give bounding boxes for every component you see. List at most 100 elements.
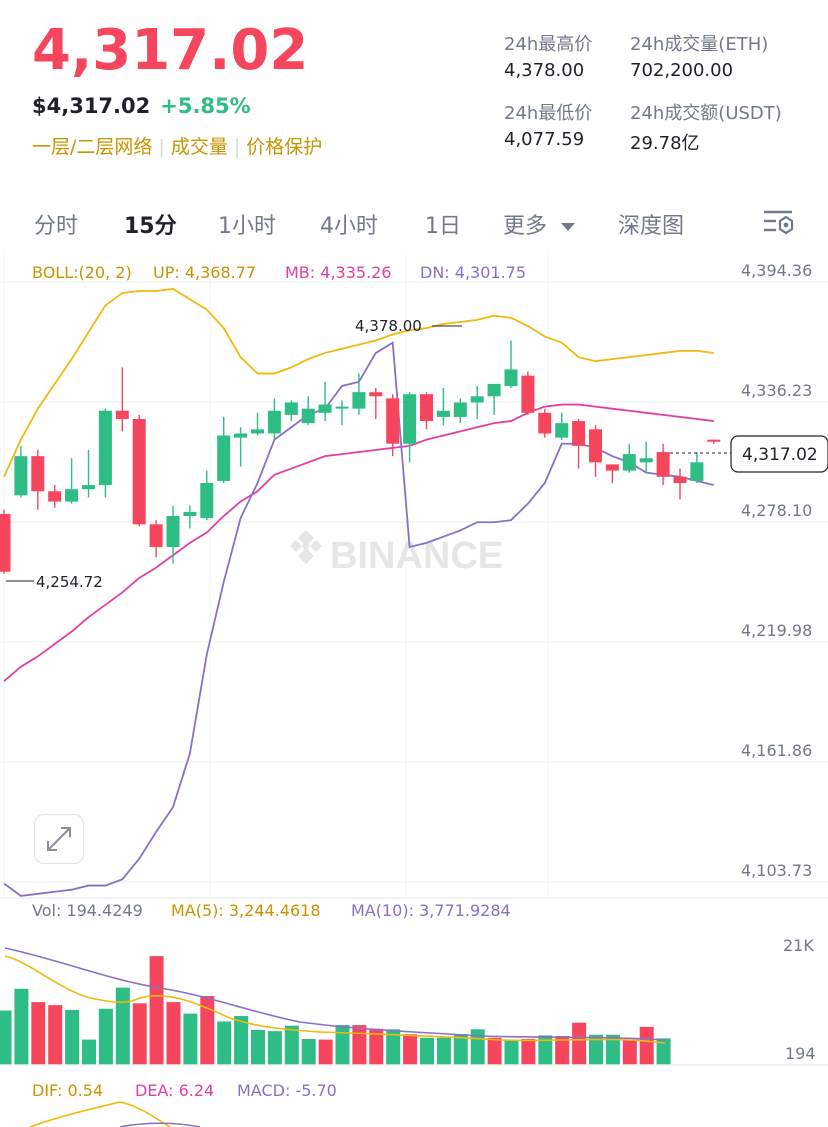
candle (453, 398, 467, 424)
vol-ma5-legend: MA(5): 3,244.4618 (171, 901, 321, 920)
volume-bar (98, 1008, 113, 1065)
candle-body (555, 423, 569, 438)
candle (132, 414, 146, 527)
tag-volume[interactable]: 成交量 (170, 136, 228, 158)
boll-legend-up: UP: 4,368.77 (153, 263, 256, 282)
low-marker: 4,254.72 (6, 573, 103, 591)
candle (0, 509, 11, 574)
expand-icon (47, 827, 71, 851)
binance-logo-icon (290, 530, 322, 564)
candle-body (234, 433, 248, 438)
boll-legend-label: BOLL:(20, 2) (32, 263, 132, 282)
candle (504, 340, 518, 389)
volume-bar (656, 1038, 671, 1065)
candle-body (622, 454, 636, 471)
candle-body (605, 464, 619, 471)
fullscreen-button[interactable] (34, 814, 84, 864)
candle-body (656, 452, 670, 477)
tag-row: 一层/二层网络 | 成交量 | 价格保护 (32, 132, 322, 159)
boll-up-line (3, 288, 714, 478)
tab-depth-chart[interactable]: 深度图 (618, 214, 685, 239)
candle (707, 439, 721, 444)
candle (234, 427, 248, 467)
candle (420, 392, 433, 430)
usd-price: $4,317.02 (32, 94, 151, 118)
vol-tick-top: 21K (783, 936, 814, 955)
candle (318, 381, 332, 422)
high-marker-label: 4,378.00 (355, 317, 422, 335)
macd-dif-line (29, 1101, 171, 1127)
watermark-text: BINANCE (330, 535, 503, 577)
volume-bar (369, 1028, 384, 1065)
stat-high-label: 24h最高价 (504, 34, 593, 55)
tab-15m[interactable]: 15分 (124, 214, 177, 239)
candle-body (82, 485, 95, 490)
y-tick-label: 4,394.36 (741, 261, 812, 280)
candle-body (487, 383, 501, 397)
tab-timeline[interactable]: 分时 (34, 214, 79, 239)
vol-ma5-line (4, 955, 666, 1044)
candle-body (166, 516, 180, 547)
candle-body (267, 410, 281, 434)
candle (301, 396, 315, 426)
volume-bars (0, 956, 671, 1065)
candle (555, 412, 569, 440)
candle-body (65, 489, 79, 502)
volume-bar (318, 1039, 333, 1065)
tag-layer-network[interactable]: 一层/二层网络 (32, 136, 153, 158)
tag-separator: | (233, 136, 241, 158)
candle (436, 388, 450, 426)
candle-body (183, 511, 197, 517)
tag-price-protection[interactable]: 价格保护 (246, 136, 323, 158)
volume-bar (403, 1034, 418, 1065)
candle (589, 425, 602, 477)
volume-bar (234, 1016, 249, 1065)
tab-1d[interactable]: 1日 (425, 214, 461, 239)
tab-4h[interactable]: 4小时 (320, 214, 378, 239)
volume-bar (31, 1002, 46, 1065)
candle (267, 398, 281, 440)
candle-body (115, 410, 129, 419)
y-tick-label: 4,278.10 (741, 501, 812, 520)
candle (386, 394, 400, 457)
volume-bar (420, 1037, 434, 1065)
volume-bar (200, 996, 215, 1065)
chart-settings-icon[interactable] (762, 208, 796, 238)
volume-bar (386, 1029, 401, 1065)
volume-bar (335, 1025, 350, 1065)
stat-amount-value: 29.78亿 (630, 133, 700, 154)
price-chart[interactable]: BINANCE 4,394.36 4,336.23 4,278.10 4,219.98… (0, 250, 828, 1127)
volume-bar (436, 1037, 451, 1065)
candle-body (690, 462, 704, 481)
candle-body (318, 404, 332, 413)
volume-bar (301, 1038, 316, 1065)
candle (656, 443, 670, 486)
candle-body (369, 392, 383, 397)
candle-body (639, 458, 653, 463)
volume-bar (487, 1037, 502, 1065)
candles (0, 340, 721, 574)
volume-bar (589, 1034, 603, 1065)
candle-body (504, 369, 518, 386)
candle (622, 443, 636, 473)
volume-bar (555, 1035, 570, 1065)
vol-ma10-legend: MA(10): 3,771.9284 (351, 901, 511, 920)
candle-body (521, 375, 535, 413)
candle-body (386, 398, 400, 444)
candle (115, 367, 129, 432)
candle (82, 449, 95, 498)
candle (690, 452, 704, 483)
candle-body (673, 476, 687, 483)
candle (335, 400, 349, 426)
y-tick-label: 4,103.73 (741, 861, 812, 880)
candle (639, 441, 653, 473)
candle (284, 400, 298, 422)
boll-legend-dn: DN: 4,301.75 (420, 263, 526, 282)
tab-more[interactable]: 更多 (503, 208, 576, 240)
volume-bar (65, 1009, 80, 1065)
stat-volume-value: 702,200.00 (630, 60, 734, 81)
candle (605, 464, 619, 483)
current-price-tag (730, 435, 828, 473)
macd-dea-line (119, 1122, 201, 1127)
tab-1h[interactable]: 1小时 (218, 214, 276, 239)
